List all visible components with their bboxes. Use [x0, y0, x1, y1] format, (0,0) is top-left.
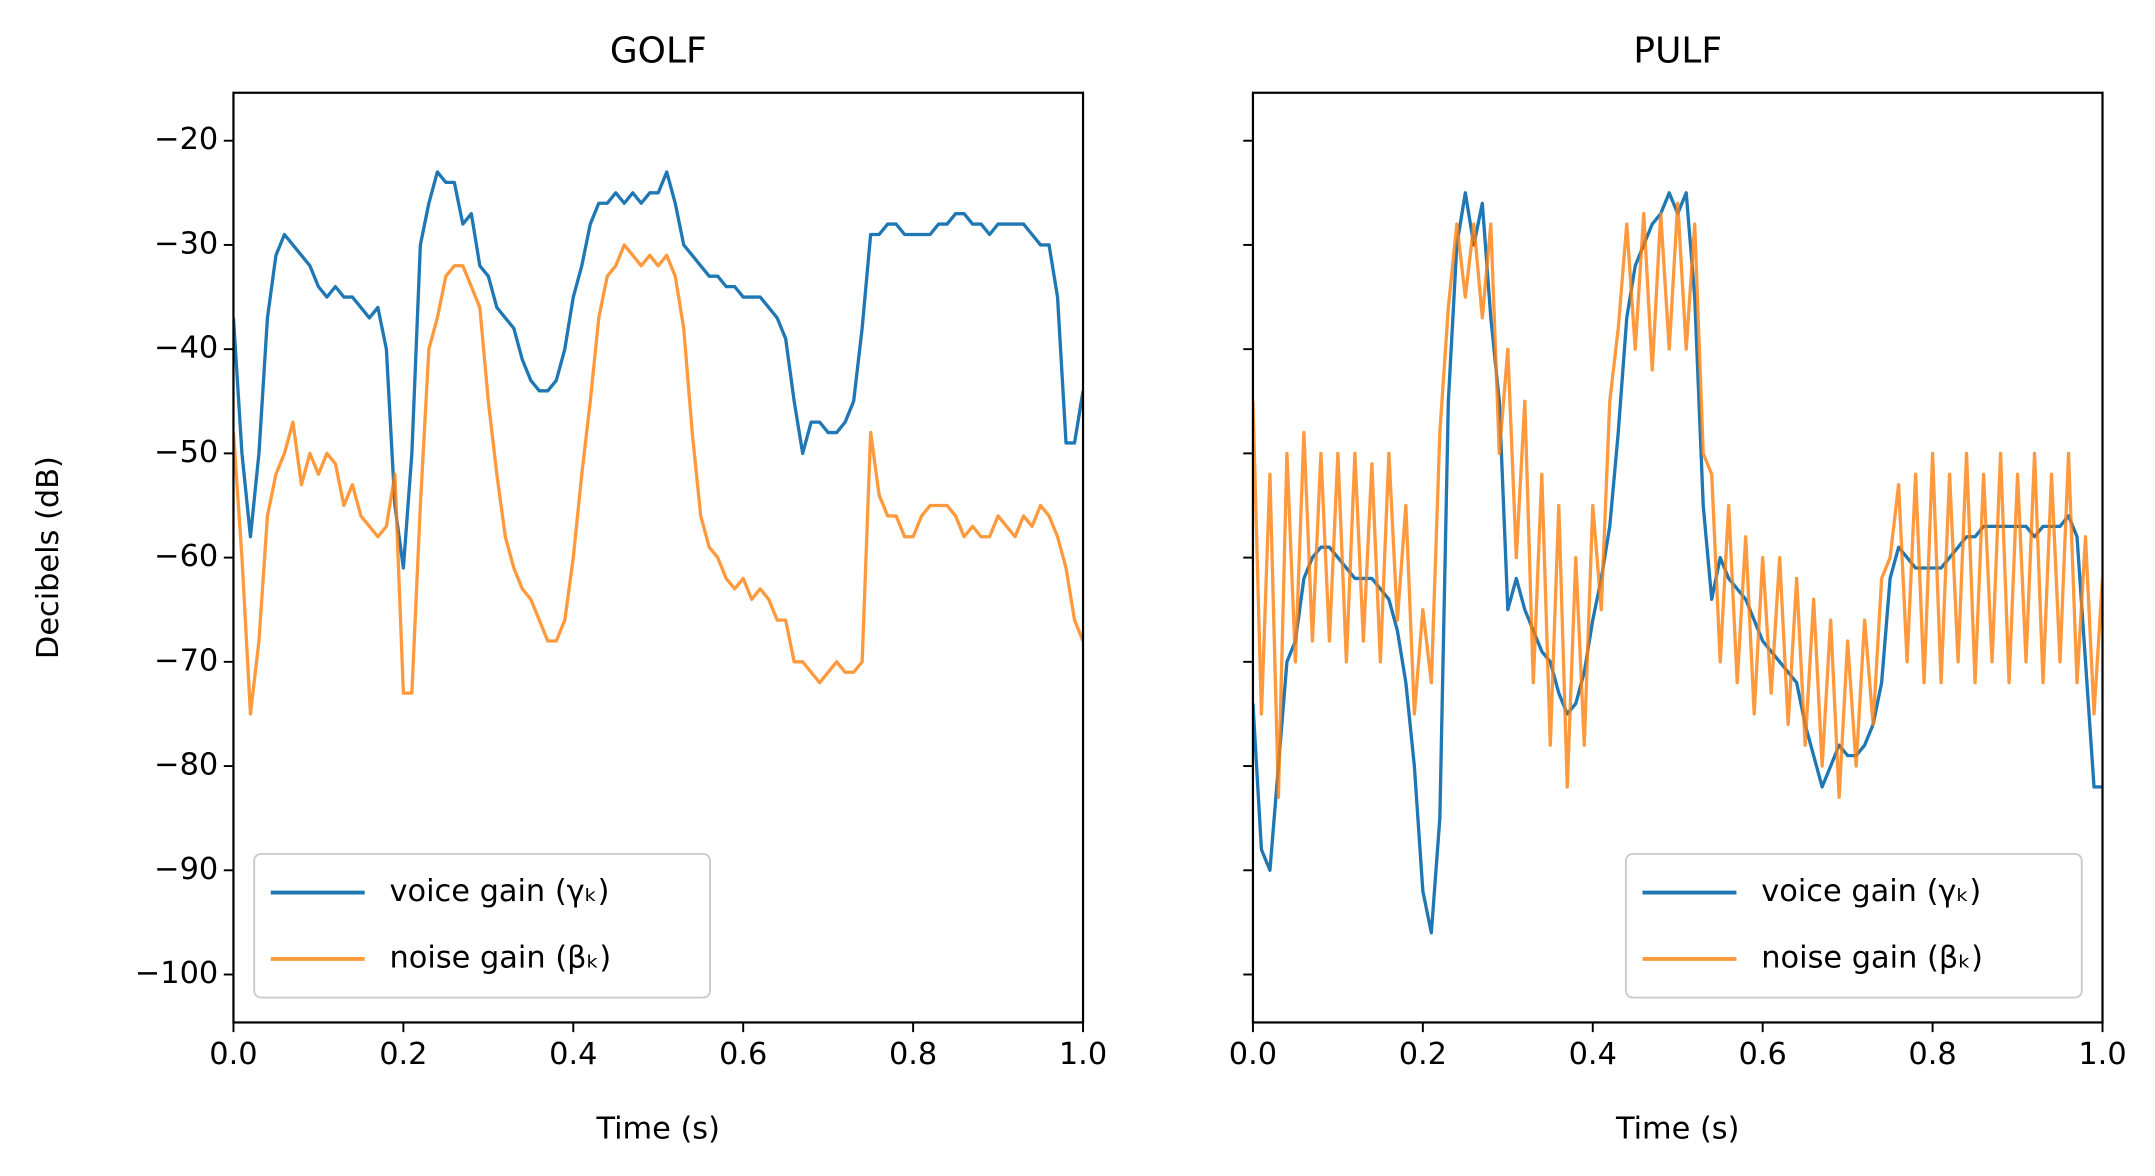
x-tick-label: 0.4 [1569, 1037, 1617, 1072]
y-tick-label: −90 [154, 852, 218, 887]
x-tick-label: 1.0 [1059, 1037, 1107, 1072]
legend-box [1624, 852, 2083, 999]
plot-area [1252, 191, 2103, 935]
legend-label: noise gain (βₖ) [1761, 940, 1983, 975]
legend-label: voice gain (γₖ) [1761, 874, 1981, 909]
x-tick-label: 0.0 [1229, 1037, 1277, 1072]
x-tick-label: 0.6 [1739, 1037, 1787, 1072]
x-tick-label: 0.0 [209, 1037, 257, 1072]
chart-title: GOLF [610, 31, 707, 72]
x-axis-label: Time (s) [595, 1112, 720, 1147]
y-axis-label: Decibels (dB) [31, 456, 66, 659]
legend-label: voice gain (γₖ) [390, 874, 610, 909]
y-tick-label: −60 [154, 539, 218, 574]
series-line [233, 170, 1084, 570]
x-tick-label: 0.2 [379, 1037, 427, 1072]
y-tick-label: −50 [154, 435, 218, 470]
series-line [233, 243, 1084, 716]
y-tick-label: −30 [154, 226, 218, 261]
series-line [1252, 201, 2103, 799]
x-tick-label: 1.0 [2078, 1037, 2126, 1072]
x-tick-label: 0.4 [549, 1037, 597, 1072]
x-tick-label: 0.8 [1908, 1037, 1956, 1072]
legend-label: noise gain (βₖ) [390, 940, 612, 975]
y-tick-label: −80 [154, 748, 218, 783]
y-tick-label: −20 [154, 122, 218, 157]
legend-box [253, 852, 712, 999]
chart-title: PULF [1633, 31, 1722, 72]
x-tick-label: 0.8 [889, 1037, 937, 1072]
x-tick-label: 0.2 [1399, 1037, 1447, 1072]
x-tick-label: 0.6 [719, 1037, 767, 1072]
y-tick-label: −40 [154, 331, 218, 366]
plot-area [233, 170, 1084, 716]
y-tick-label: −70 [154, 643, 218, 678]
series-line [1252, 191, 2103, 935]
y-tick-label: −100 [135, 956, 218, 991]
x-axis-label: Time (s) [1615, 1112, 1740, 1147]
